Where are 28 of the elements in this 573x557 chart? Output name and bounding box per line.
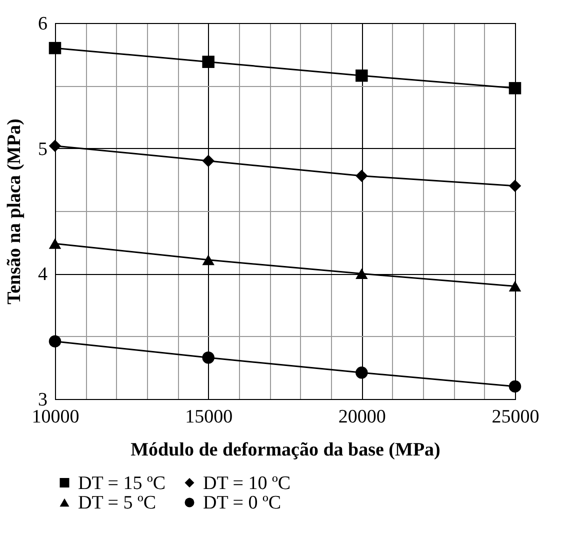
- point: [48, 238, 62, 249]
- y-tick-label: 4: [38, 264, 48, 286]
- y-tick-label: 5: [38, 138, 48, 160]
- legend-label: DT = 10 ºC: [203, 472, 291, 494]
- x-tick-label: 20000: [338, 406, 386, 428]
- x-tick-label: 15000: [185, 406, 233, 428]
- point: [356, 70, 368, 82]
- point: [48, 42, 62, 54]
- point: [508, 82, 522, 94]
- point: [202, 154, 214, 167]
- point: [48, 140, 62, 152]
- x-tick-label: 25000: [492, 406, 540, 428]
- point: [202, 56, 214, 68]
- point: [202, 352, 214, 364]
- point: [508, 180, 522, 192]
- y-axis-title: Tensão na placa (MPa): [4, 118, 25, 304]
- point: [508, 280, 522, 292]
- legend-label: DT = 5 ºC: [78, 492, 156, 514]
- point: [356, 366, 368, 379]
- point: [356, 268, 368, 279]
- legend-label: DT = 15 ºC: [78, 472, 166, 494]
- y-tick-label: 6: [38, 14, 48, 34]
- point: [356, 170, 368, 182]
- x-axis-title: Módulo de deformação da base (MPa): [130, 440, 440, 460]
- point: [48, 335, 62, 348]
- point: [202, 254, 214, 266]
- legend-label: DT = 0 ºC: [203, 492, 282, 514]
- point: [508, 380, 522, 393]
